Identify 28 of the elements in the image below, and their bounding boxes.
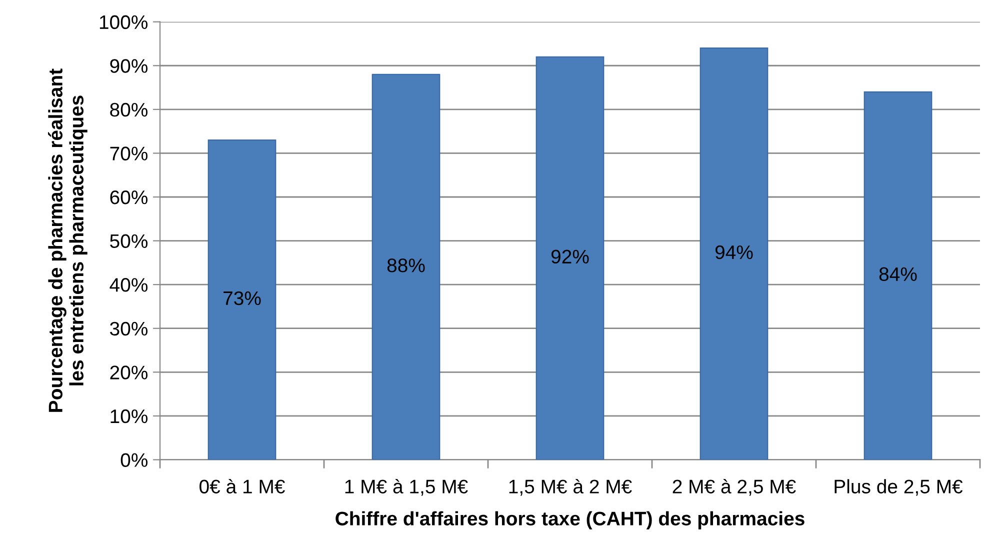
data-label: 88%: [387, 258, 425, 272]
bar: [864, 91, 932, 460]
x-axis-title: Chiffre d'affaires hors taxe (CAHT) des pharmacies: [336, 511, 804, 530]
y-tick-label: 90%: [110, 59, 148, 73]
x-tick-label: 1,5 M€ à 2 M€: [509, 478, 632, 496]
y-tick-label: 10%: [110, 409, 148, 424]
y-tick-label: 30%: [110, 322, 148, 336]
x-tick-label: 1 M€ à 1,5 M€: [345, 478, 468, 496]
y-tick-label: 60%: [110, 190, 148, 204]
y-tick-label: 100%: [100, 15, 148, 30]
x-tick-label: 2 M€ à 2,5 M€: [672, 478, 796, 496]
y-axis-title: Pourcentage de pharmacies réalisant les entretiens pharmaceutiques: [48, 68, 88, 412]
bar: [208, 140, 276, 460]
data-label: 92%: [551, 250, 589, 264]
y-tick-label: 40%: [110, 278, 148, 292]
y-tick-label: 50%: [110, 234, 148, 248]
data-label: 73%: [224, 291, 261, 306]
y-tick-label: 70%: [110, 146, 148, 160]
y-tick-label: 20%: [110, 366, 148, 380]
x-tick-label: Plus de 2,5 M€: [834, 479, 963, 496]
bar: [372, 74, 440, 460]
bar: [700, 48, 768, 460]
data-label: 84%: [879, 267, 917, 282]
data-label: 94%: [715, 245, 753, 260]
x-tick-label: 0€ à 1 M€: [200, 478, 285, 494]
y-tick-label: 80%: [110, 102, 148, 117]
y-tick-label: 0%: [120, 453, 148, 467]
bar: [536, 56, 604, 460]
